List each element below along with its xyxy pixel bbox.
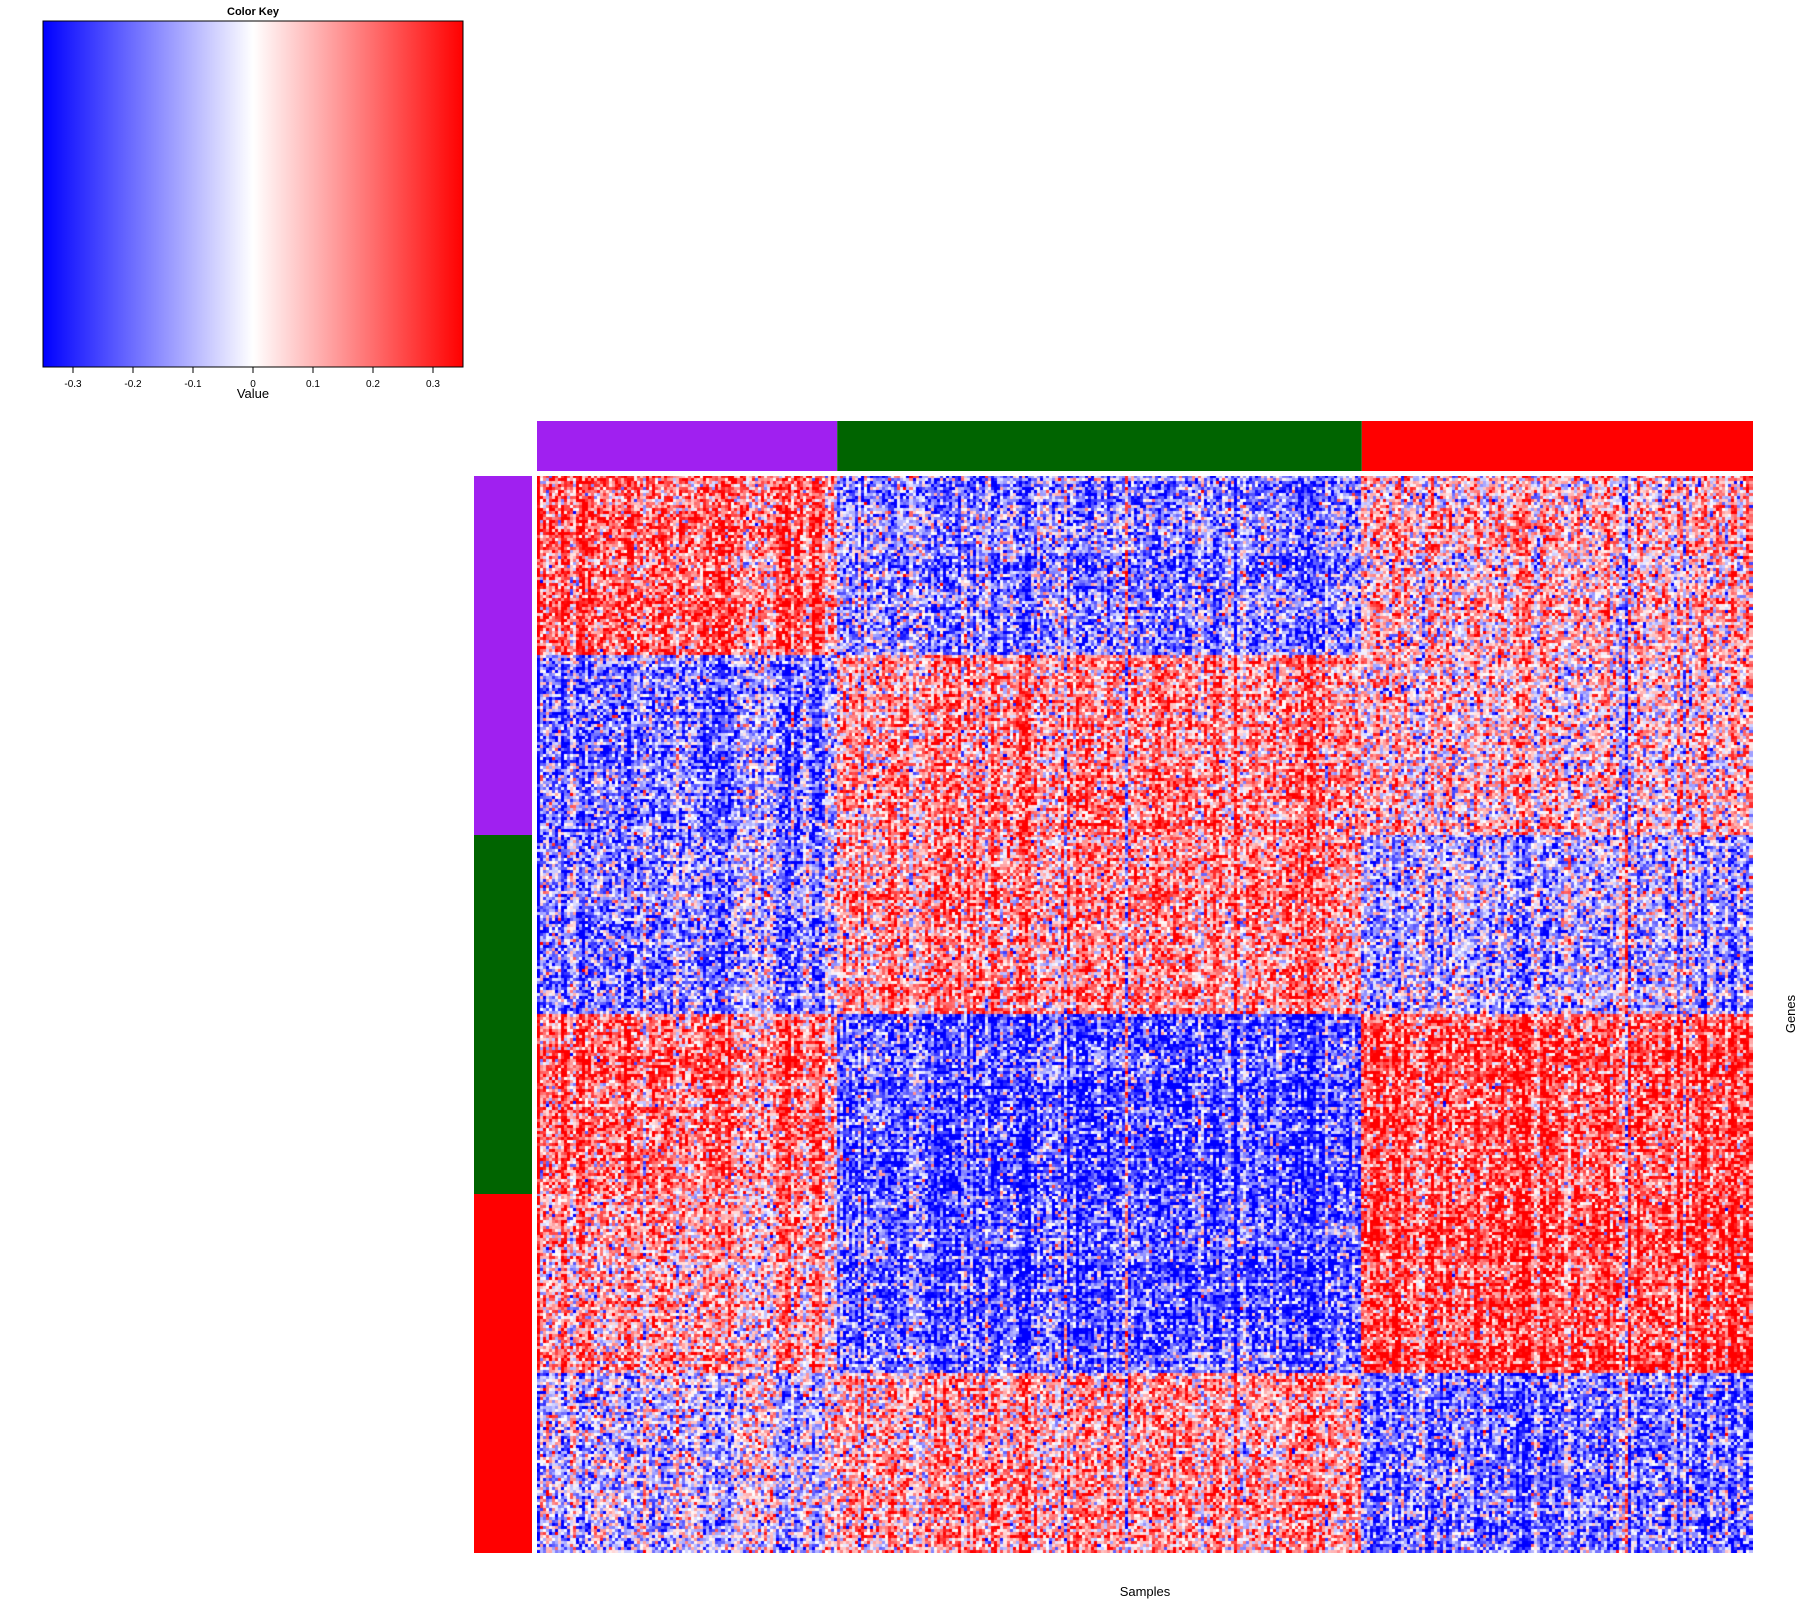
row-group-bar xyxy=(474,1194,532,1553)
color-key-ticks: -0.3 -0.2 -0.1 0 0.1 0.2 0.3 xyxy=(64,367,440,390)
color-key-tick-label: -0.1 xyxy=(184,379,202,390)
color-key: Color Key -0.3 -0.2 -0.1 0 0.1 0.2 0.3 Value xyxy=(42,6,464,401)
color-key-title: Color Key xyxy=(227,6,280,18)
column-group-bar xyxy=(1361,421,1753,471)
color-key-tick-label: 0 xyxy=(250,379,256,390)
color-key-xlabel: Value xyxy=(237,386,269,401)
row-side-colors xyxy=(474,476,532,1553)
column-group-bar xyxy=(537,421,838,471)
color-key-tick-label: 0.2 xyxy=(366,379,380,390)
color-key-tick-label: 0.3 xyxy=(426,379,440,390)
color-key-tick-label: -0.3 xyxy=(64,379,82,390)
color-key-tick-label: 0.1 xyxy=(306,379,320,390)
row-group-bar xyxy=(474,835,532,1194)
column-side-colors xyxy=(537,421,1753,471)
x-axis-label: Samples xyxy=(1120,1584,1171,1599)
y-axis-label: Genes xyxy=(1783,994,1798,1033)
heatmap-body xyxy=(537,476,1753,1553)
color-key-tick-label: -0.2 xyxy=(124,379,142,390)
color-key-gradient xyxy=(42,20,464,368)
column-group-bar xyxy=(837,421,1362,471)
row-group-bar xyxy=(474,476,532,835)
